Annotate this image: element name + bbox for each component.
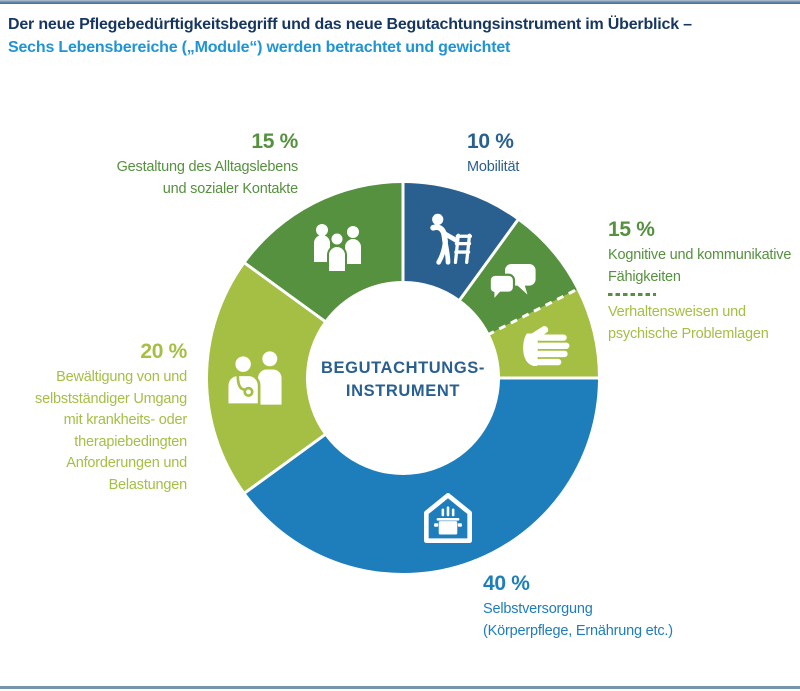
callout-mobility: 10 % Mobilität bbox=[467, 130, 667, 179]
dashed-separator bbox=[608, 293, 656, 296]
coping-label: selbstständiger Umgang bbox=[35, 390, 187, 407]
callout-daily-life: 15 % Gestaltung des Alltagslebens und so… bbox=[38, 130, 299, 200]
coping-label: therapiebedingten bbox=[74, 433, 187, 450]
title-line-2: Sechs Lebensbereiche („Module“) werden b… bbox=[8, 39, 511, 56]
callout-selfcare: 40 % Selbstversorgung (Körperpflege, Ern… bbox=[483, 572, 763, 642]
donut-segment-selbstversorgung bbox=[245, 378, 599, 574]
coping-label: Bewältigung von und bbox=[56, 369, 187, 385]
mobility-label: Mobilität bbox=[467, 159, 520, 175]
coping-percentage: 20 % bbox=[140, 340, 187, 363]
cognitive-label: Kognitive und kommunikative bbox=[608, 247, 792, 263]
bottom-rule bbox=[0, 686, 800, 689]
cognitive-percentage: 15 % bbox=[608, 218, 655, 241]
center-label-line-2: INSTRUMENT bbox=[345, 382, 461, 400]
daily-life-label: Gestaltung des Alltagslebens bbox=[116, 159, 299, 175]
callout-cognitive: 15 % Kognitive und kommunikative Fähigke… bbox=[608, 218, 798, 345]
behaviour-label: Verhaltensweisen und bbox=[608, 304, 746, 320]
segment-divider bbox=[243, 261, 328, 324]
selfcare-label: (Körperpflege, Ernährung etc.) bbox=[483, 622, 673, 639]
mobility-percentage: 10 % bbox=[467, 130, 514, 153]
behaviour-label: psychische Problemlagen bbox=[608, 325, 769, 342]
center-label-line-1: BEGUTACHTUNGS- bbox=[321, 359, 485, 377]
daily-life-label: und sozialer Kontakte bbox=[162, 180, 298, 197]
walker-icon bbox=[420, 210, 476, 268]
donut-segment-mobilitaet bbox=[403, 183, 518, 300]
selfcare-percentage: 40 % bbox=[483, 572, 530, 595]
coping-label: Belastungen bbox=[108, 476, 188, 493]
segment-divider bbox=[457, 218, 520, 303]
title-line-1: Der neue Pflegebedürftigkeitsbegriff und… bbox=[8, 16, 692, 33]
cognitive-label: Fähigkeiten bbox=[608, 268, 681, 285]
page-title: Der neue Pflegebedürftigkeitsbegriff und… bbox=[8, 13, 692, 59]
doctor-patient-icon bbox=[225, 347, 289, 409]
hand-icon bbox=[516, 321, 574, 366]
callout-coping: 20 % Bewältigung von und selbstständiger… bbox=[0, 340, 187, 496]
coping-label: mit krankheits- oder bbox=[63, 412, 188, 428]
house-cooking-pot-icon bbox=[415, 483, 481, 551]
chart-center-label: BEGUTACHTUNGS- INSTRUMENT bbox=[253, 357, 553, 403]
segment-divider bbox=[243, 432, 328, 495]
segment-divider-dashed bbox=[486, 287, 579, 337]
people-group-icon bbox=[309, 216, 365, 280]
top-rule bbox=[0, 0, 800, 4]
selfcare-label: Selbstversorgung bbox=[483, 601, 593, 617]
coping-label: Anforderungen und bbox=[66, 455, 187, 471]
daily-life-percentage: 15 % bbox=[251, 130, 298, 153]
speech-bubbles-icon bbox=[487, 258, 541, 306]
